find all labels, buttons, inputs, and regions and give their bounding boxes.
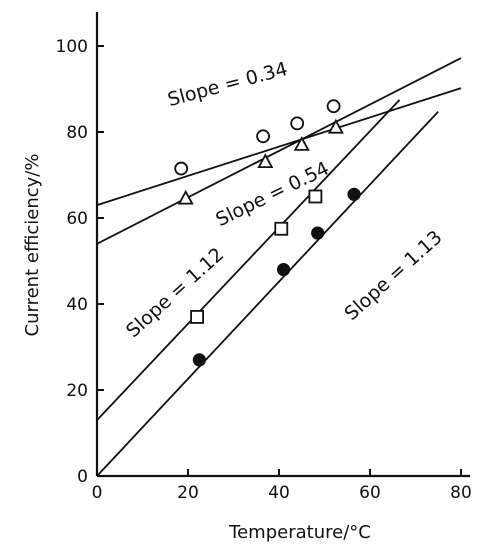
x-tick-label: 60 [359, 483, 381, 503]
data-point-circle-open [256, 129, 270, 144]
y-tick-label: 20 [66, 381, 88, 401]
fit-line-3 [96, 99, 401, 421]
data-point-circle-filled [347, 187, 361, 201]
data-point-circle-filled [276, 263, 291, 277]
y-axis-title: Current efficiency/% [22, 154, 43, 337]
slope-annotation-1: Slope = 0.34 [165, 58, 290, 111]
x-tick-label: 20 [177, 483, 199, 503]
fit-lines [96, 57, 462, 477]
y-tick-label: 80 [66, 123, 88, 143]
data-point-square-open [190, 309, 205, 324]
slope-annotation-3: Slope = 1.12 [122, 243, 228, 342]
data-point-triangle-open [177, 189, 194, 205]
data-point-circle-open [290, 116, 305, 131]
x-tick-label: 0 [92, 483, 103, 503]
fit-line-2 [96, 57, 462, 245]
data-point-triangle-open [327, 118, 344, 134]
y-tick-label: 100 [56, 37, 88, 57]
y-tick-label: 0 [77, 467, 88, 487]
x-tick-label: 80 [450, 483, 472, 503]
slope-annotation-4: Slope = 1.13 [340, 226, 446, 325]
fit-line-1 [96, 87, 462, 206]
y-tick-label: 60 [66, 209, 88, 229]
data-point-circle-open [326, 99, 341, 114]
y-tick-label: 40 [66, 295, 88, 315]
data-point-square-open [308, 189, 323, 204]
x-axis-title: Temperature/°C [228, 522, 371, 543]
data-markers [174, 99, 361, 367]
data-point-circle-open [174, 161, 189, 176]
data-point-square-open [274, 221, 289, 236]
x-tick-label: 40 [268, 483, 290, 503]
data-point-triangle-open [257, 153, 274, 169]
data-point-circle-filled [311, 226, 325, 240]
data-point-circle-filled [192, 353, 206, 367]
data-point-triangle-open [293, 136, 310, 151]
fit-line-4 [96, 110, 439, 477]
axis-ticks: 0 20 40 60 80 0 20 40 60 80 100 [56, 37, 472, 503]
